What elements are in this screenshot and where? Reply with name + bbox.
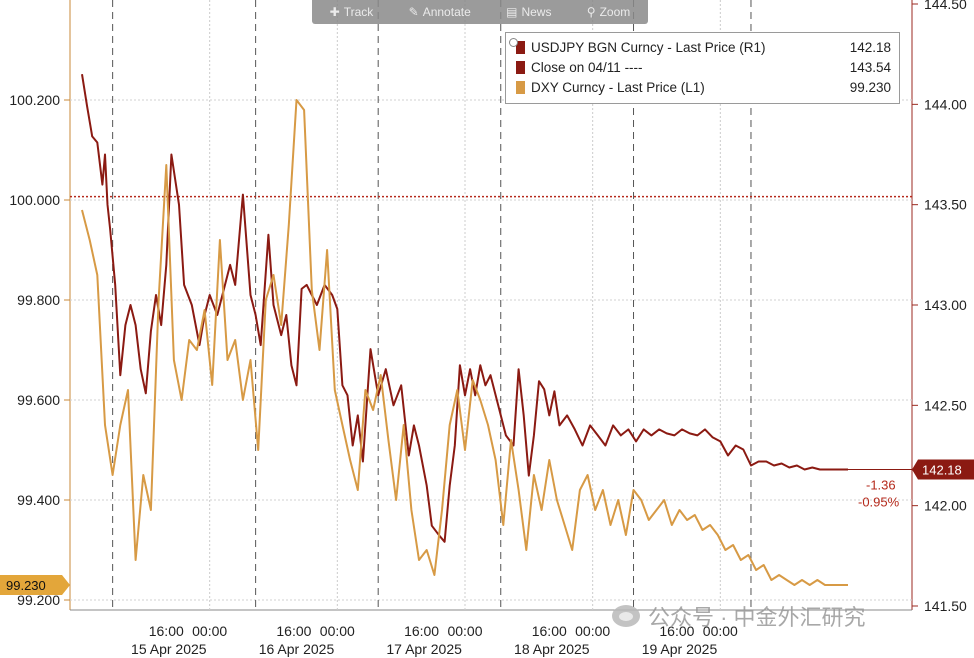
x-tick-label: 00:00 (447, 623, 482, 639)
left-tick-label: 99.600 (17, 392, 60, 408)
x-tick-label: 16:00 (404, 623, 439, 639)
pencil-icon: ✎ (408, 5, 419, 19)
x-date-label: 19 Apr 2025 (642, 641, 718, 657)
legend-value: 143.54 (849, 59, 891, 75)
series-line-usdjpy (81, 74, 848, 543)
x-tick-label: 16:00 (149, 623, 184, 639)
right-tick-label: 142.50 (924, 397, 967, 413)
right-tick-label: 144.50 (924, 0, 967, 12)
legend-swatch (516, 60, 525, 74)
series-line-dxy (81, 99, 848, 586)
right-tick-label: 143.50 (924, 197, 967, 213)
track-button[interactable]: ✚ Track (329, 5, 374, 19)
usdjpy-last-value: 142.18 (922, 463, 962, 478)
legend-swatch (516, 80, 525, 94)
left-tick-label: 99.200 (17, 592, 60, 608)
zoom-button[interactable]: ⚲ Zoom (586, 5, 631, 19)
right-tick-label: 141.50 (924, 598, 967, 614)
legend-label: Close on 04/11 ---- (531, 59, 643, 75)
legend-item-dxy: DXY Curncy - Last Price (L1) 99.230 (516, 77, 891, 97)
x-tick-label: 16:00 (276, 623, 311, 639)
usdjpy-last-badge (912, 459, 974, 480)
x-tick-label: 16:00 (532, 623, 567, 639)
dxy-last-badge (0, 575, 70, 595)
wechat-icon (612, 605, 640, 627)
legend-item-usdjpy: USDJPY BGN Curncy - Last Price (R1) 142.… (516, 37, 891, 57)
legend-value: 99.230 (849, 79, 891, 95)
left-tick-label: 100.200 (9, 92, 60, 108)
chart-legend[interactable]: USDJPY BGN Curncy - Last Price (R1) 142.… (505, 32, 900, 104)
x-tick-label: 00:00 (575, 623, 610, 639)
left-tick-label: 99.400 (17, 492, 60, 508)
left-tick-label: 100.000 (9, 192, 60, 208)
x-date-label: 16 Apr 2025 (259, 641, 335, 657)
legend-label: DXY Curncy - Last Price (L1) (531, 79, 705, 95)
legend-item-close: Close on 04/11 ---- 143.54 (516, 57, 891, 77)
right-tick-label: 142.00 (924, 498, 967, 514)
annotate-button[interactable]: ✎ Annotate (408, 5, 471, 19)
legend-drag-handle[interactable] (509, 38, 518, 47)
left-tick-label: 99.800 (17, 292, 60, 308)
dxy-last-value: 99.230 (6, 578, 46, 593)
x-tick-label: 16:00 (659, 623, 694, 639)
crosshair-icon: ✚ (329, 5, 340, 19)
x-tick-label: 00:00 (192, 623, 227, 639)
watermark: 公众号 · 中金外汇研究 (612, 600, 866, 632)
x-date-label: 15 Apr 2025 (131, 641, 207, 657)
x-tick-label: 00:00 (703, 623, 738, 639)
news-icon: ▤ (506, 5, 518, 19)
x-date-label: 18 Apr 2025 (514, 641, 590, 657)
chart-toolbar: ✚ Track ✎ Annotate ▤ News ⚲ Zoom (312, 0, 648, 24)
x-date-label: 17 Apr 2025 (386, 641, 462, 657)
usdjpy-change: -1.36 (866, 478, 896, 493)
legend-swatch (516, 40, 525, 54)
news-button[interactable]: ▤ News (506, 5, 552, 19)
right-tick-label: 143.00 (924, 297, 967, 313)
x-tick-label: 00:00 (320, 623, 355, 639)
legend-label: USDJPY BGN Curncy - Last Price (R1) (531, 39, 766, 55)
magnifier-icon: ⚲ (586, 5, 596, 19)
watermark-text: 公众号 · 中金外汇研究 (648, 605, 866, 630)
legend-value: 142.18 (849, 39, 891, 55)
usdjpy-change-pct: -0.95% (858, 495, 900, 510)
right-tick-label: 144.00 (924, 96, 967, 112)
